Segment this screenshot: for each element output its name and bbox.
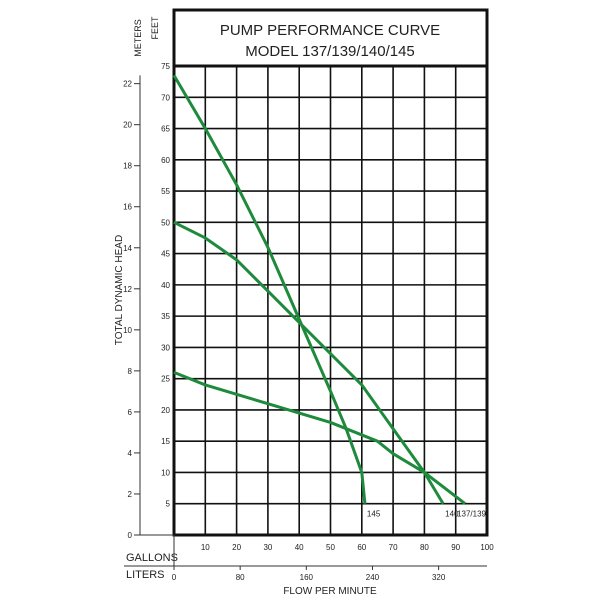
x-tick-liters: 0 [172,573,177,582]
y-tick-meters: 6 [128,408,133,417]
liters-label: LITERS [126,569,165,581]
y-tick-meters: 22 [123,80,132,89]
x-tick-gallons: 30 [263,543,272,552]
plot-border [172,64,489,537]
y-tick-feet: 25 [161,375,170,384]
x-tick-gallons: 70 [389,543,398,552]
x-axis-label: FLOW PER MINUTE [283,586,377,597]
x-tick-liters: 320 [432,573,446,582]
series-line-145 [172,74,367,504]
chart-subtitle: MODEL 137/139/140/145 [245,43,415,60]
series-line-137-139 [173,371,467,505]
y-tick-feet: 30 [161,343,170,352]
y-tick-feet: 20 [161,406,170,415]
y-tick-meters: 0 [128,531,133,540]
y-tick-meters: 12 [123,285,132,294]
y-tick-meters: 8 [128,367,133,376]
y-axis-label: TOTAL DYNAMIC HEAD [114,235,125,345]
x-tick-liters: 160 [300,573,314,582]
y-tick-meters: 10 [123,326,132,335]
y-tick-meters: 14 [123,244,132,253]
meters-unit-label: METERS [133,19,143,57]
chart-title: PUMP PERFORMANCE CURVE [220,22,440,39]
x-tick-gallons: 60 [357,543,366,552]
x-tick-liters: 80 [236,573,245,582]
title-box [172,8,489,68]
feet-unit-label: FEET [150,16,160,40]
y-tick-meters: 4 [128,449,133,458]
y-tick-feet: 60 [161,156,170,165]
x-tick-gallons: 100 [480,543,494,552]
x-tick-gallons: 50 [326,543,335,552]
y-tick-feet: 15 [161,437,170,446]
x-tick-liters: 240 [366,573,380,582]
y-tick-meters: 20 [123,121,132,130]
y-tick-feet: 70 [161,93,170,102]
series-label: 140 [445,510,459,519]
y-tick-feet: 5 [166,500,171,509]
y-tick-feet: 35 [161,312,170,321]
y-tick-feet: 10 [161,468,170,477]
y-tick-feet: 55 [161,187,170,196]
x-tick-gallons: 40 [295,543,304,552]
y-tick-meters: 2 [128,490,133,499]
y-tick-feet: 75 [161,62,170,71]
x-tick-gallons: 20 [232,543,241,552]
y-tick-feet: 45 [161,250,170,259]
y-tick-feet: 40 [161,281,170,290]
x-tick-gallons: 90 [451,543,460,552]
y-tick-feet: 50 [161,218,170,227]
series-label: 137/139 [457,510,486,519]
gallons-label: GALLONS [126,552,178,564]
y-tick-meters: 16 [123,203,132,212]
y-tick-feet: 65 [161,125,170,134]
x-tick-gallons: 10 [201,543,210,552]
series-line-140 [173,220,445,505]
x-tick-gallons: 80 [420,543,429,552]
series-label: 145 [367,510,381,519]
y-tick-meters: 18 [123,162,132,171]
